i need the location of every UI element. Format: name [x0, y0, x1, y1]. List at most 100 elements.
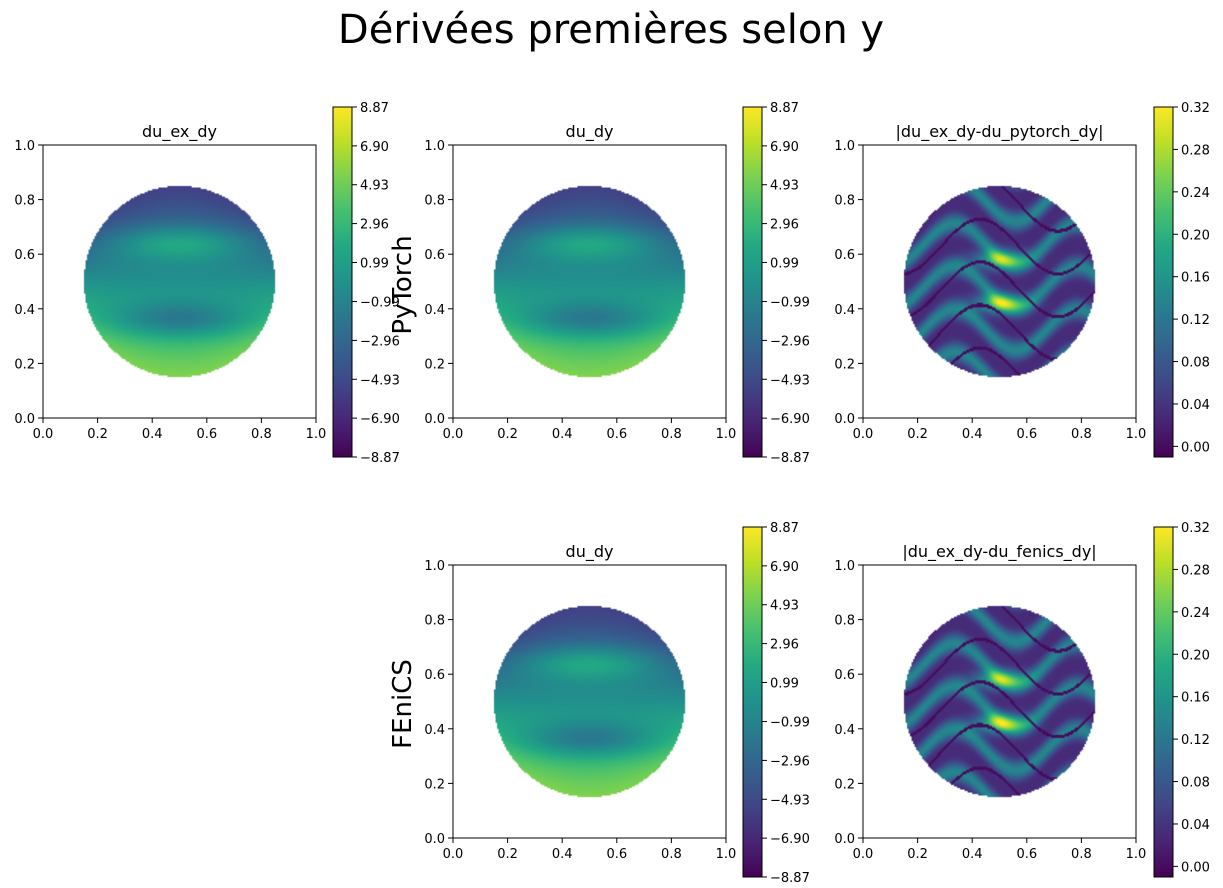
colorbar-tick-label: 6.90 [770, 560, 799, 575]
x-tick-label: 0.2 [87, 427, 108, 442]
colorbar-tick-label: 2.96 [770, 638, 799, 653]
axes-frame [42, 144, 317, 419]
colorbar-tick-label: −2.96 [770, 334, 810, 349]
y-tick-label: 1.0 [14, 139, 35, 154]
colorbar-tick-label: −0.99 [360, 296, 400, 311]
y-tick-label: 0.0 [424, 832, 445, 847]
colorbar-tick-label: 0.16 [1181, 691, 1210, 706]
x-tick-label: 0.4 [142, 427, 163, 442]
colorbar-tick-label: 0.00 [1181, 440, 1210, 455]
y-tick-label: 1.0 [834, 559, 855, 574]
colorbar-tick-label: 2.96 [770, 218, 799, 233]
x-tick-label: 1.0 [716, 427, 737, 442]
subplot-top-left: du_ex_dy 0.0 0.2 0.4 0.6 0.8 1.0 0.0 0.2 0.4 0.6 0.… [14, 101, 400, 466]
y-tick-label: 0.2 [424, 777, 445, 792]
y-tick-label: 0.6 [834, 668, 855, 683]
y-tick-label: 0.4 [834, 303, 855, 318]
x-tick-label: 0.8 [251, 427, 272, 442]
colorbar-tick-label: 4.93 [360, 179, 389, 194]
y-tick-label: 1.0 [424, 139, 445, 154]
colorbar-tick-label: 0.28 [1181, 143, 1210, 158]
y-tick-label: 0.8 [834, 614, 855, 629]
y-tick-label: 0.6 [424, 248, 445, 263]
colorbar-tick-label: 0.12 [1181, 313, 1210, 328]
y-tick-label: 0.0 [834, 832, 855, 847]
colorbar-tick-label: 6.90 [360, 140, 389, 155]
colorbar-tick-label: −8.87 [360, 451, 400, 466]
colorbar-tick-label: −2.96 [360, 334, 400, 349]
colorbar-tick-label: 0.99 [770, 256, 799, 271]
subplot-title: |du_ex_dy-du_fenics_dy| [902, 542, 1096, 562]
subplot-bottom-right: |du_ex_dy-du_fenics_dy| 0.0 0.2 0.4 0.6 0.8 1.… [834, 521, 1210, 878]
heatmap-image [863, 145, 1136, 418]
subplot-grid: du_ex_dy 0.0 0.2 0.4 0.6 0.8 1.0 0.0 0.2 0.4 0.6 0.… [14, 101, 1210, 886]
colorbar-tick-label: 0.99 [360, 256, 389, 271]
x-tick-label: 1.0 [1126, 847, 1147, 862]
colorbar-tick-label: −4.93 [770, 793, 810, 808]
x-tick-label: 0.6 [196, 427, 217, 442]
subplot-title: du_dy [566, 122, 614, 142]
x-tick-label: 0.0 [853, 427, 874, 442]
colorbar-tick-label: 0.20 [1181, 648, 1210, 663]
subplot-top-middle: du_dy 0.0 0.2 0.4 0.6 0.8 1.0 0.0 0.2 0.4 0.6 0.8 1.… [424, 101, 810, 466]
y-tick-label: 0.2 [834, 357, 855, 372]
y-tick-label: 0.0 [14, 412, 35, 427]
colorbar-tick-label: 2.96 [360, 218, 389, 233]
axes-frame [452, 144, 727, 419]
x-tick-label: 1.0 [306, 427, 327, 442]
x-tick-label: 0.2 [497, 847, 518, 862]
colorbar-tick-label: 6.90 [770, 140, 799, 155]
x-tick-label: 0.4 [552, 427, 573, 442]
y-tick-label: 0.0 [834, 412, 855, 427]
x-tick-label: 0.2 [497, 427, 518, 442]
y-tick-label: 0.4 [424, 723, 445, 738]
colorbar-tick-label: −8.87 [770, 451, 810, 466]
x-tick-label: 1.0 [716, 847, 737, 862]
x-tick-label: 0.0 [443, 847, 464, 862]
x-tick-label: 0.4 [552, 847, 573, 862]
x-tick-label: 0.4 [962, 427, 983, 442]
colorbar-tick-label: 0.28 [1181, 563, 1210, 578]
x-tick-label: 0.6 [606, 847, 627, 862]
colorbar [742, 106, 763, 458]
heatmap-image [453, 145, 726, 418]
x-tick-label: 0.4 [962, 847, 983, 862]
x-tick-label: 1.0 [1126, 427, 1147, 442]
colorbar-tick-label: 0.08 [1181, 776, 1210, 791]
colorbar-tick-label: 0.32 [1181, 101, 1210, 116]
colorbar-tick-label: 0.00 [1181, 860, 1210, 875]
colorbar-tick-label: 8.87 [770, 521, 799, 536]
colorbar-tick-label: 0.20 [1181, 228, 1210, 243]
heatmap-image [863, 565, 1136, 838]
colorbar-tick-label: 0.04 [1181, 398, 1210, 413]
colorbar-tick-label: 0.16 [1181, 271, 1210, 286]
colorbar-tick-label: 0.08 [1181, 356, 1210, 371]
x-tick-label: 0.8 [1071, 847, 1092, 862]
colorbar-tick-label: −6.90 [360, 412, 400, 427]
subplot-bottom-middle: du_dy 0.0 0.2 0.4 0.6 0.8 1.0 0.0 0.2 0.4 0.6 0.8 1.… [424, 521, 810, 886]
colorbar-tick-label: −0.99 [770, 296, 810, 311]
heatmap-image [453, 565, 726, 838]
colorbar-tick-label: −4.93 [360, 373, 400, 388]
axes-frame [452, 564, 727, 839]
colorbar [1153, 526, 1174, 878]
x-tick-label: 0.2 [907, 427, 928, 442]
colorbar-tick-label: −2.96 [770, 754, 810, 769]
y-tick-label: 0.6 [424, 668, 445, 683]
y-tick-label: 1.0 [424, 559, 445, 574]
colorbar-tick-label: 4.93 [770, 599, 799, 614]
y-tick-label: 0.8 [14, 194, 35, 209]
colorbar-tick-label: 0.12 [1181, 733, 1210, 748]
heatmap-image [43, 145, 316, 418]
colorbar-tick-label: −6.90 [770, 832, 810, 847]
axes-frame [862, 564, 1137, 839]
figure-title: Dérivées premières selon y [338, 7, 884, 53]
y-tick-label: 0.6 [834, 248, 855, 263]
colorbar [1153, 106, 1174, 458]
y-tick-label: 0.6 [14, 248, 35, 263]
x-tick-label: 0.0 [443, 427, 464, 442]
x-tick-label: 0.6 [606, 427, 627, 442]
colorbar-tick-label: −8.87 [770, 871, 810, 886]
y-tick-label: 1.0 [834, 139, 855, 154]
